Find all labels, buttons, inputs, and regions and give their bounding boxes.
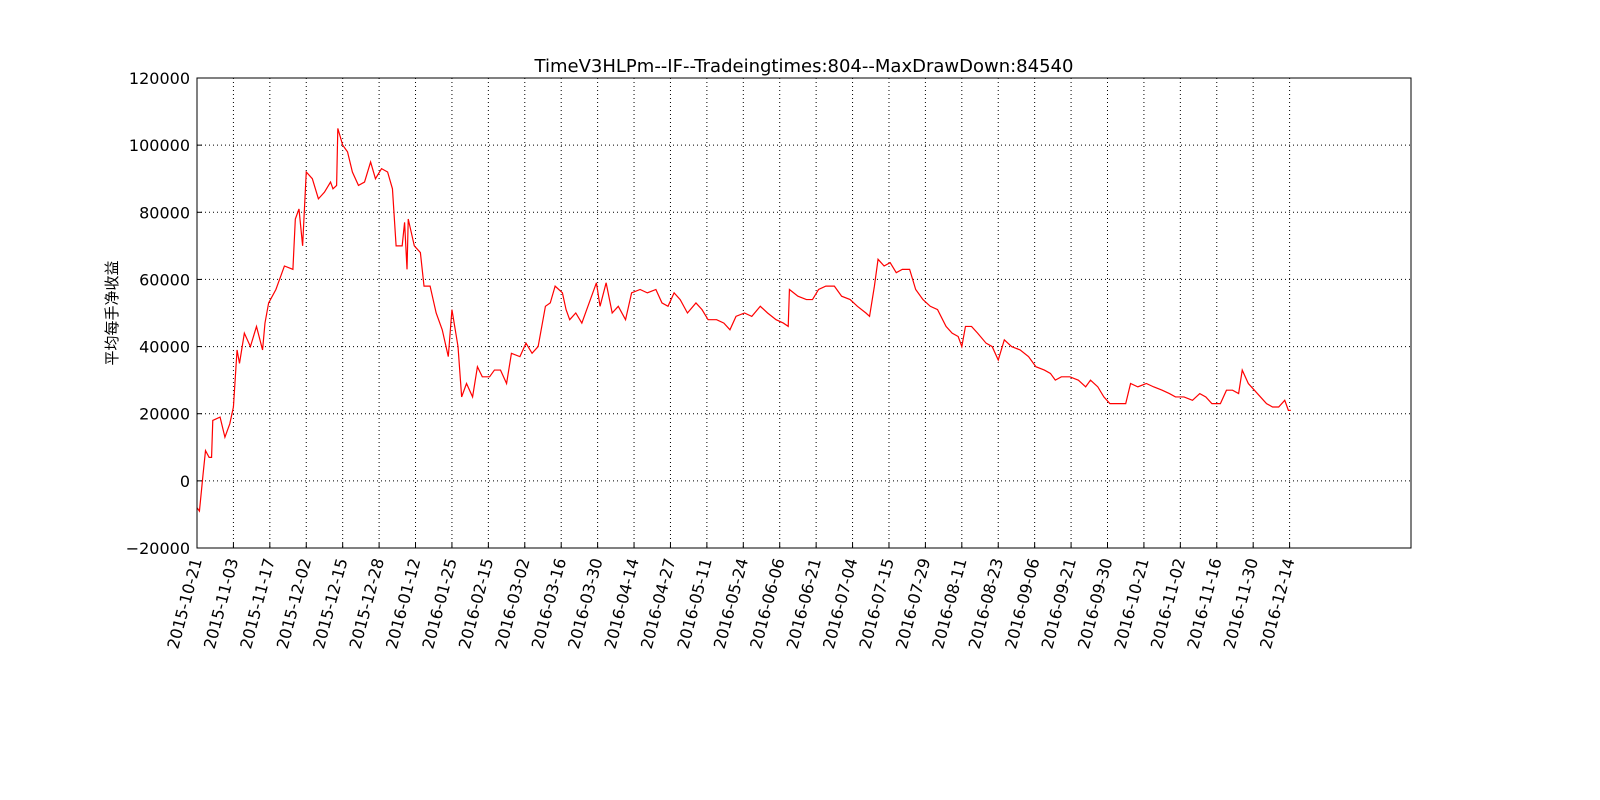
chart-title: TimeV3HLPm--IF--Tradeingtimes:804--MaxDr… (534, 56, 1074, 77)
y-axis-label: 平均每手净收益 (103, 260, 121, 365)
y-tick-label: 40000 (139, 338, 190, 357)
y-tick-label: 80000 (139, 203, 190, 222)
y-tick-label: 0 (180, 472, 190, 491)
y-tick-label: 60000 (139, 270, 190, 289)
y-tick-label: −20000 (126, 539, 190, 558)
y-tick-label: 100000 (129, 136, 190, 155)
plot-frame (196, 77, 1412, 549)
y-tick-label: 120000 (129, 69, 190, 88)
data-line (196, 128, 1291, 513)
y-tick-label: 20000 (139, 405, 190, 424)
